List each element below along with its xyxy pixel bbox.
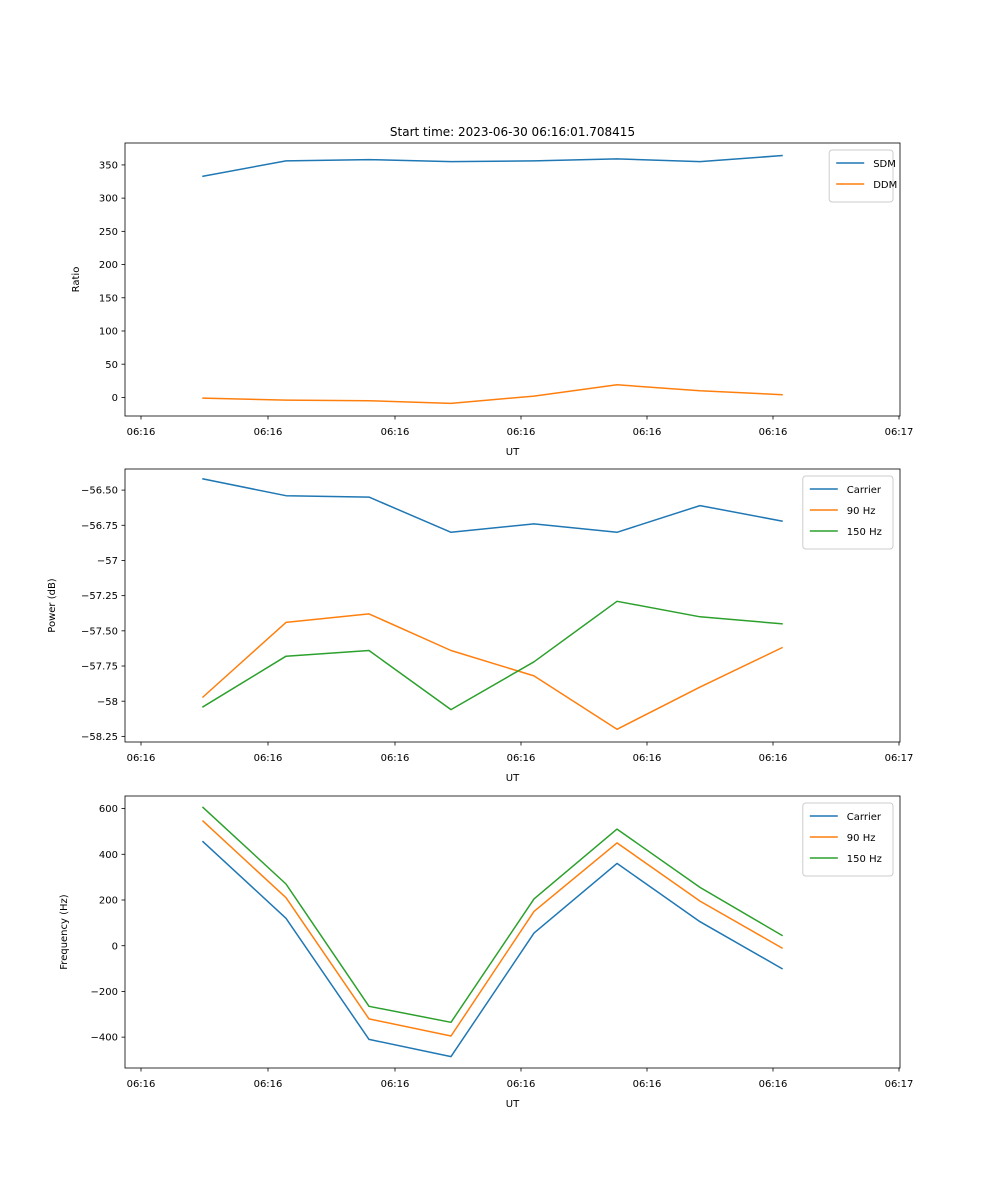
subplot-1: 06:16 06:16 06:16 06:16 06:16 06:16 06:17 0 50 10… <box>71 142 914 458</box>
y-tick-label: 150 <box>99 293 118 304</box>
legend: Carrier 90 Hz 150 Hz <box>802 802 894 877</box>
y-tick-label: 300 <box>99 194 118 205</box>
series-line-90-hz <box>201 820 784 1037</box>
x-axis-label: UT <box>506 1099 520 1110</box>
y-tick-label: −57.50 <box>81 626 118 637</box>
legend-box <box>828 149 894 203</box>
x-axis-label: UT <box>506 773 520 784</box>
x-tick-label: 06:16 <box>254 753 283 764</box>
y-tick-label: −400 <box>91 1033 118 1044</box>
y-axis-label: Power (dB) <box>47 578 58 633</box>
x-tick-label: 06:16 <box>381 427 410 438</box>
y-tick-label: 200 <box>99 260 118 271</box>
legend-label: SDM <box>873 159 896 170</box>
x-tick-label: 06:16 <box>507 1079 536 1090</box>
x-tick-label: 06:17 <box>885 1079 914 1090</box>
subplot-2: 06:16 06:16 06:16 06:16 06:16 06:16 06:17 −58.2… <box>47 468 914 784</box>
legend-label: Carrier <box>847 485 882 496</box>
x-tick-label: 06:17 <box>885 427 914 438</box>
legend-label: 150 Hz <box>847 854 882 865</box>
x-tick-label: 06:16 <box>127 427 156 438</box>
series-line-sdm <box>202 154 783 178</box>
y-tick-label: 250 <box>99 227 118 238</box>
series-line-carrier <box>201 840 784 1058</box>
figure-title: Start time: 2023-06-30 06:16:01.708415 <box>390 125 635 139</box>
x-tick-label: 06:16 <box>759 753 788 764</box>
y-tick-label: −56.50 <box>81 486 118 497</box>
series-line-150-hz <box>201 600 783 711</box>
legend-label: 90 Hz <box>847 833 876 844</box>
y-tick-label: −58 <box>97 697 118 708</box>
legend-label: 90 Hz <box>847 506 876 517</box>
x-tick-label: 06:16 <box>127 1079 156 1090</box>
plot-frame <box>124 468 901 743</box>
y-tick-label: −57.75 <box>81 662 118 673</box>
x-tick-label: 06:16 <box>759 427 788 438</box>
x-axis-label: UT <box>506 447 520 458</box>
legend: Carrier 90 Hz 150 Hz <box>802 475 894 550</box>
x-tick-label: 06:16 <box>759 1079 788 1090</box>
x-tick-label: 06:17 <box>885 753 914 764</box>
x-tick-label: 06:16 <box>633 1079 662 1090</box>
y-axis-label: Frequency (Hz) <box>59 894 70 970</box>
series-line-150-hz <box>201 806 784 1024</box>
y-tick-label: 0 <box>112 393 118 404</box>
x-tick-label: 06:16 <box>633 427 662 438</box>
y-tick-label: −58.25 <box>81 732 118 743</box>
x-tick-label: 06:16 <box>381 1079 410 1090</box>
x-tick-label: 06:16 <box>254 1079 283 1090</box>
x-tick-label: 06:16 <box>254 427 283 438</box>
legend-label: 150 Hz <box>847 527 882 538</box>
y-tick-label: 400 <box>99 850 118 861</box>
y-tick-label: −56.75 <box>81 521 118 532</box>
legend-label: DDM <box>873 180 897 191</box>
y-tick-label: −57.25 <box>81 591 118 602</box>
y-tick-label: 600 <box>99 804 118 815</box>
y-tick-label: 100 <box>99 327 118 338</box>
y-tick-label: 350 <box>99 161 118 172</box>
x-tick-label: 06:16 <box>633 753 662 764</box>
y-tick-label: 200 <box>99 896 118 907</box>
series-line-ddm <box>202 384 783 405</box>
subplot-3: 06:16 06:16 06:16 06:16 06:16 06:16 06:17 −400 −… <box>59 795 914 1110</box>
series-line-carrier <box>202 478 783 534</box>
x-tick-label: 06:16 <box>381 753 410 764</box>
x-tick-label: 06:16 <box>127 753 156 764</box>
y-tick-label: 0 <box>112 941 118 952</box>
y-tick-label: −200 <box>91 987 118 998</box>
x-tick-label: 06:16 <box>507 753 536 764</box>
y-axis-label: Ratio <box>71 267 82 293</box>
plot-frame <box>124 795 901 1069</box>
legend-label: Carrier <box>847 812 882 823</box>
series-line-90-hz <box>201 613 784 731</box>
legend: SDM DDM <box>828 149 897 203</box>
y-tick-label: 50 <box>105 360 118 371</box>
plot-frame <box>124 142 901 417</box>
y-tick-label: −57 <box>97 556 118 567</box>
x-tick-label: 06:16 <box>507 427 536 438</box>
